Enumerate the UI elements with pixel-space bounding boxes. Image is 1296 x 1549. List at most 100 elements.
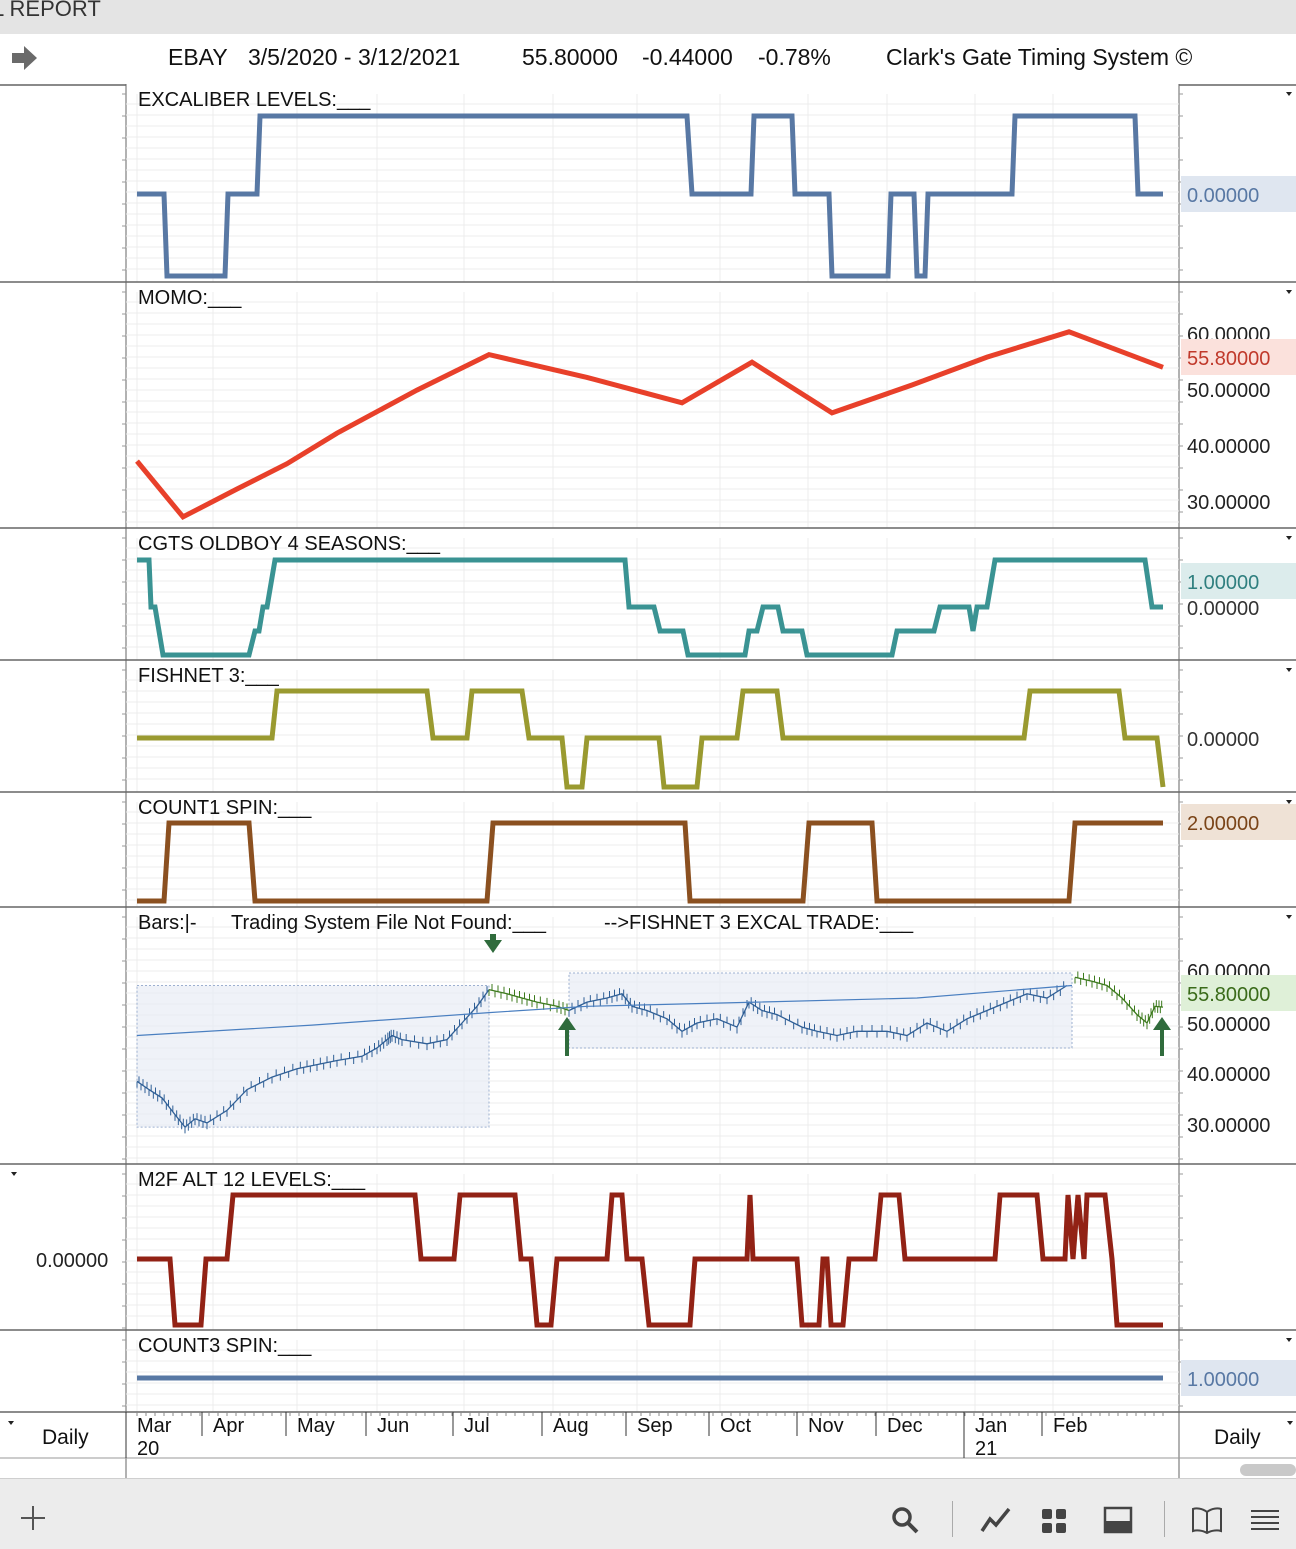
last-value-label: 1.00000 bbox=[1187, 572, 1259, 594]
month-label: Dec bbox=[887, 1415, 923, 1437]
chart-area: EXCALIBER LEVELS:___0.00000MOMO:___60.00… bbox=[0, 84, 1296, 1478]
last-value-tag bbox=[1181, 563, 1296, 599]
pane-menu-triangle-icon[interactable] bbox=[1286, 915, 1292, 919]
series-line bbox=[137, 688, 1166, 790]
panel-icon[interactable] bbox=[1102, 1505, 1134, 1535]
x-axis: Mar Apr May Jun Jul Aug Sep Oct Nov Dec Jan Feb 20 21… bbox=[0, 1411, 1296, 1460]
pane-momo: MOMO:___60.0000050.0000040.0000030.00000… bbox=[0, 281, 1296, 528]
y-tick-label: 30.00000 bbox=[1187, 1115, 1270, 1137]
quote-header: EBAY 3/5/2020 - 3/12/2021 55.80000 -0.44… bbox=[0, 34, 1296, 86]
y-tick-label: 40.00000 bbox=[1187, 1064, 1270, 1086]
y-tick-label: 30.00000 bbox=[1187, 492, 1270, 514]
pane-title: MOMO:___ bbox=[138, 287, 242, 309]
price-series-line bbox=[568, 984, 1068, 1037]
pane-bars: Bars:|- Trading System File Not Found:___… bbox=[0, 906, 1296, 1164]
last-value-tag bbox=[1181, 804, 1296, 840]
y-tick-label: 50.00000 bbox=[1187, 380, 1270, 402]
series-line bbox=[137, 1192, 1163, 1328]
month-label: Mar bbox=[137, 1415, 172, 1437]
pane-menu-triangle-icon[interactable] bbox=[11, 1172, 17, 1176]
pane-title: CGTS OLDBOY 4 SEASONS:___ bbox=[138, 533, 441, 555]
period-menu-triangle-icon[interactable] bbox=[1287, 1421, 1293, 1425]
price-change-label: -0.44000 bbox=[642, 44, 733, 70]
month-label: Nov bbox=[808, 1415, 844, 1437]
month-label: Feb bbox=[1053, 1415, 1087, 1437]
last-value-label: 0.00000 bbox=[36, 1250, 108, 1272]
series-line bbox=[137, 557, 1163, 658]
forward-arrow-icon[interactable] bbox=[10, 44, 38, 72]
last-value-tag bbox=[1181, 1360, 1296, 1396]
last-value-label: 0.00000 bbox=[1187, 185, 1259, 207]
pane-count3: COUNT3 SPIN:___ 1.00000 bbox=[0, 1329, 1296, 1412]
y-tick-label: 0.00000 bbox=[1187, 598, 1259, 620]
line-chart-icon[interactable] bbox=[980, 1505, 1012, 1535]
add-icon[interactable] bbox=[18, 1503, 48, 1533]
toolbar-divider bbox=[1164, 1501, 1165, 1537]
month-label: Jan bbox=[975, 1415, 1007, 1437]
last-value-label: 2.00000 bbox=[1187, 813, 1259, 835]
month-label: May bbox=[297, 1415, 335, 1437]
pane-title: Bars:|- bbox=[138, 912, 197, 934]
month-label: Oct bbox=[720, 1415, 752, 1437]
bottom-toolbar bbox=[0, 1478, 1296, 1549]
pane-m2f: M2F ALT 12 LEVELS:___ 0.00000 bbox=[0, 1163, 1296, 1330]
symbol-label: EBAY bbox=[168, 44, 228, 70]
period-selector-left[interactable]: Daily bbox=[42, 1426, 89, 1449]
last-price-label: 55.80000 bbox=[522, 44, 618, 70]
series-line bbox=[137, 820, 1163, 904]
change-percent-label: -0.78% bbox=[758, 44, 831, 70]
pane-count1: COUNT1 SPIN:___ 2.00000 bbox=[0, 791, 1296, 907]
title-bar: L REPORT bbox=[0, 0, 1296, 35]
plot-background bbox=[126, 84, 1179, 1330]
book-icon[interactable] bbox=[1190, 1505, 1224, 1535]
pane-menu-triangle-icon[interactable] bbox=[1286, 1338, 1292, 1342]
last-value-label: 55.80000 bbox=[1187, 984, 1270, 1006]
pane-menu-triangle-icon[interactable] bbox=[1286, 92, 1292, 96]
pane-menu-triangle-icon[interactable] bbox=[1286, 536, 1292, 540]
buy-arrow-icon bbox=[1153, 1017, 1171, 1056]
pane-menu-triangle-icon[interactable] bbox=[1286, 800, 1292, 804]
price-series-line bbox=[136, 984, 1073, 1037]
search-icon[interactable] bbox=[890, 1505, 920, 1535]
pane-subtitle: Trading System File Not Found:___ bbox=[231, 912, 547, 934]
pane-menu-triangle-icon[interactable] bbox=[1286, 668, 1292, 672]
pane-fishnet: FISHNET 3:___ 0.00000 bbox=[0, 659, 1296, 792]
pane-menu-triangle-icon[interactable] bbox=[1286, 290, 1292, 294]
system-name-label: Clark's Gate Timing System © bbox=[886, 44, 1193, 70]
year-label: 21 bbox=[975, 1438, 997, 1460]
pane-title: FISHNET 3:___ bbox=[138, 665, 280, 687]
menu-icon[interactable] bbox=[1250, 1507, 1280, 1533]
period-selector-right[interactable]: Daily bbox=[1214, 1426, 1261, 1449]
horizontal-scrollbar[interactable] bbox=[1240, 1464, 1296, 1476]
month-label: Jun bbox=[377, 1415, 409, 1437]
pane-title: M2F ALT 12 LEVELS:___ bbox=[138, 1169, 366, 1191]
y-tick-label: 40.00000 bbox=[1187, 436, 1270, 458]
trade-range-box bbox=[136, 984, 490, 1128]
month-label: Jul bbox=[464, 1415, 490, 1437]
pane-oldboy: CGTS OLDBOY 4 SEASONS:___ 0.00000 1.00000 bbox=[0, 527, 1296, 660]
month-label: Apr bbox=[213, 1415, 244, 1437]
grid-icon[interactable] bbox=[1040, 1507, 1068, 1535]
y-tick-label: 50.00000 bbox=[1187, 1014, 1270, 1036]
pane-title: COUNT3 SPIN:___ bbox=[138, 1335, 312, 1357]
buy-arrow-icon bbox=[558, 1017, 576, 1056]
month-label: Aug bbox=[553, 1415, 589, 1437]
series-line bbox=[137, 113, 1163, 279]
last-value-tag bbox=[1181, 339, 1296, 375]
price-series-line bbox=[136, 989, 490, 1129]
month-label: Sep bbox=[637, 1415, 673, 1437]
sell-arrow-icon bbox=[484, 934, 502, 953]
year-label: 20 bbox=[137, 1438, 159, 1460]
date-range-label: 3/5/2020 - 3/12/2021 bbox=[248, 44, 461, 70]
last-value-tag bbox=[1181, 176, 1296, 212]
window-title: L REPORT bbox=[0, 0, 101, 21]
trade-range-box bbox=[568, 972, 1073, 1049]
pane-title: EXCALIBER LEVELS:___ bbox=[138, 89, 371, 111]
series-line bbox=[135, 329, 1164, 521]
last-value-label: 55.80000 bbox=[1187, 348, 1270, 370]
pane-subtitle: -->FISHNET 3 EXCAL TRADE:___ bbox=[604, 912, 914, 934]
period-menu-triangle-icon[interactable] bbox=[8, 1421, 14, 1425]
last-value-label: 1.00000 bbox=[1187, 1369, 1259, 1391]
last-value-label: 0.00000 bbox=[1187, 729, 1259, 751]
pane-title: COUNT1 SPIN:___ bbox=[138, 797, 312, 819]
